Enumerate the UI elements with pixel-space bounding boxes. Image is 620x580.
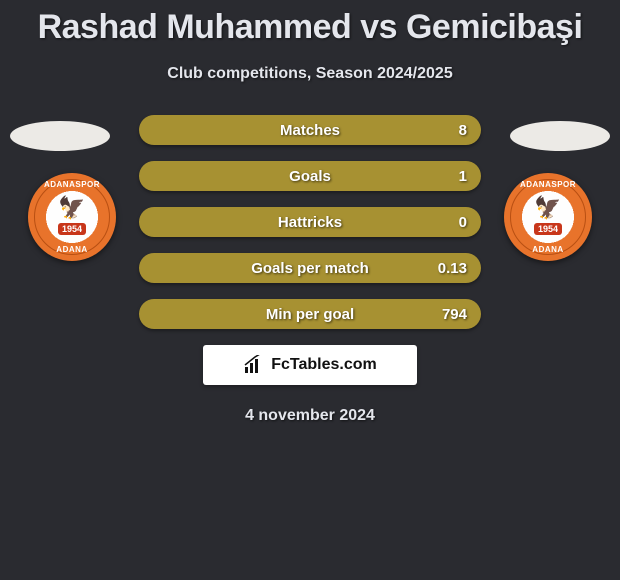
stat-label: Goals per match bbox=[251, 260, 369, 277]
badge-ring-icon: ADANASPOR 🦅 1954 ADANA bbox=[28, 173, 116, 261]
stat-value: 0.13 bbox=[438, 260, 467, 277]
stat-row: Hattricks 0 bbox=[139, 207, 481, 237]
branding-box: FcTables.com bbox=[203, 345, 417, 385]
stat-value: 794 bbox=[442, 306, 467, 323]
stats-rows: Matches 8 Goals 1 Hattricks 0 Goals per … bbox=[139, 115, 481, 329]
badge-bottom-text: ADANA bbox=[532, 245, 563, 254]
player-ellipse-right bbox=[510, 121, 610, 151]
stat-row: Min per goal 794 bbox=[139, 299, 481, 329]
chart-icon bbox=[243, 355, 265, 375]
stat-label: Matches bbox=[280, 122, 340, 139]
stat-row: Goals per match 0.13 bbox=[139, 253, 481, 283]
stat-label: Hattricks bbox=[278, 214, 342, 231]
badge-ring-icon: ADANASPOR 🦅 1954 ADANA bbox=[504, 173, 592, 261]
date-text: 4 november 2024 bbox=[0, 407, 620, 425]
stat-value: 0 bbox=[459, 214, 467, 231]
stat-row: Goals 1 bbox=[139, 161, 481, 191]
badge-bottom-text: ADANA bbox=[56, 245, 87, 254]
subtitle: Club competitions, Season 2024/2025 bbox=[0, 65, 620, 83]
club-badge-right: ADANASPOR 🦅 1954 ADANA bbox=[504, 173, 592, 261]
club-badge-left: ADANASPOR 🦅 1954 ADANA bbox=[28, 173, 116, 261]
stat-value: 1 bbox=[459, 168, 467, 185]
badge-top-text: ADANASPOR bbox=[520, 180, 576, 189]
branding-text: FcTables.com bbox=[271, 356, 377, 374]
badge-top-text: ADANASPOR bbox=[44, 180, 100, 189]
bird-icon: 🦅 bbox=[519, 197, 577, 219]
badge-year: 1954 bbox=[534, 223, 562, 235]
page-title: Rashad Muhammed vs Gemicibaşi bbox=[0, 0, 620, 47]
player-ellipse-left bbox=[10, 121, 110, 151]
comparison-panel: ADANASPOR 🦅 1954 ADANA ADANASPOR 🦅 1954 … bbox=[0, 115, 620, 425]
stat-label: Goals bbox=[289, 168, 331, 185]
stat-value: 8 bbox=[459, 122, 467, 139]
badge-year: 1954 bbox=[58, 223, 86, 235]
bird-icon: 🦅 bbox=[43, 197, 101, 219]
stat-row: Matches 8 bbox=[139, 115, 481, 145]
stat-label: Min per goal bbox=[266, 306, 354, 323]
